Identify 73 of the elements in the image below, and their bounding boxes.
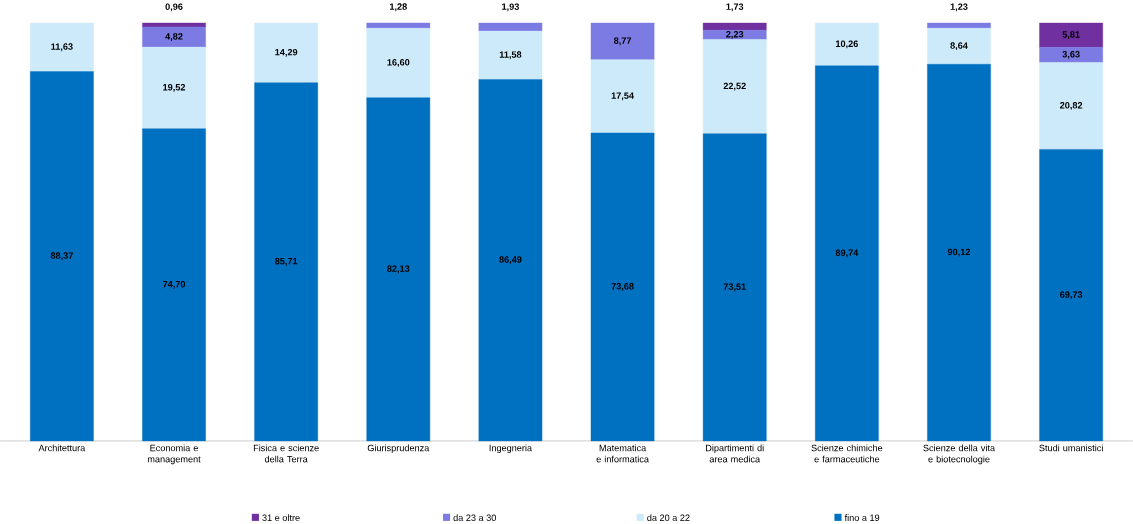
bar <box>366 27 431 98</box>
data-label: 3,63 <box>1062 50 1080 59</box>
data-label: 8,77 <box>613 37 632 46</box>
bar <box>1039 62 1103 150</box>
data-label: 90,12 <box>947 248 971 257</box>
bar <box>702 22 767 31</box>
bar <box>30 71 94 441</box>
data-label: 73,51 <box>723 283 746 292</box>
bar <box>1039 22 1103 48</box>
data-label: 11,58 <box>499 51 522 59</box>
bar <box>142 46 206 129</box>
bar <box>142 26 206 48</box>
bar <box>815 65 879 441</box>
data-label: 5,81 <box>1062 31 1080 39</box>
legend-label: fino a 19 <box>844 514 880 521</box>
bar <box>30 22 94 72</box>
data-label: 22,52 <box>723 82 746 91</box>
bar <box>815 22 879 66</box>
data-label: 2,23 <box>726 30 744 39</box>
bar <box>590 59 655 133</box>
x-tick-label: Fisica e scienze della Terra <box>253 444 319 463</box>
data-label: 20,82 <box>1060 101 1083 110</box>
legend-label: 31 e oltre <box>262 514 300 521</box>
bar <box>142 128 206 441</box>
bar <box>366 97 431 441</box>
bar <box>927 22 991 29</box>
bar <box>254 82 318 441</box>
x-tick-label: Ingegneria <box>489 444 533 453</box>
x-tick-label: Architettura <box>38 444 86 452</box>
data-label: 1,93 <box>502 3 519 12</box>
bar <box>927 63 991 441</box>
data-label: 14,29 <box>275 48 298 57</box>
bar <box>927 27 991 65</box>
bar <box>478 79 543 441</box>
bar <box>142 22 206 27</box>
data-label: 11,63 <box>51 43 73 51</box>
data-label: 1,73 <box>726 3 744 12</box>
data-label: 86,49 <box>499 256 522 264</box>
data-label: 82,13 <box>387 265 410 274</box>
data-label: 1,28 <box>389 3 407 11</box>
bar <box>478 30 543 80</box>
data-label: 19,52 <box>163 83 186 92</box>
bar <box>1039 149 1103 441</box>
bar <box>702 133 767 441</box>
legend-label: da 23 a 30 <box>453 514 496 521</box>
x-tick-label: Economia e management <box>147 444 201 465</box>
data-label: 17,54 <box>611 92 634 100</box>
data-label: 69,73 <box>1060 291 1083 299</box>
data-label: 89,74 <box>835 249 859 258</box>
x-tick-label: Studi umanistici <box>1039 444 1103 452</box>
data-label: 1,23 <box>950 3 968 12</box>
x-tick-label: Giurisprudenza <box>367 444 430 453</box>
bar <box>590 132 655 441</box>
data-label: 85,71 <box>275 257 298 266</box>
x-tick-label: Scienze chimiche e farmaceutiche <box>811 444 883 463</box>
data-label: 10,26 <box>835 40 858 49</box>
data-label: 4,82 <box>165 32 183 41</box>
data-label: 74,70 <box>162 280 186 289</box>
data-label: 16,60 <box>387 58 410 67</box>
bar <box>1039 46 1103 63</box>
bar <box>366 22 431 29</box>
legend-label: da 20 a 22 <box>647 514 690 521</box>
bar <box>590 22 655 60</box>
bar <box>254 22 318 83</box>
data-label: 0,96 <box>165 3 183 12</box>
x-tick-label: Matematica e informatica <box>596 444 649 463</box>
bar <box>702 39 767 134</box>
data-label: 73,68 <box>611 282 634 291</box>
x-tick-label: Dipartimenti di area medica <box>706 444 764 463</box>
x-tick-label: Scienze della vita e biotecnologie <box>923 444 996 465</box>
data-label: 8,64 <box>950 42 968 50</box>
bar <box>478 22 543 32</box>
data-label: 88,37 <box>50 252 73 260</box>
